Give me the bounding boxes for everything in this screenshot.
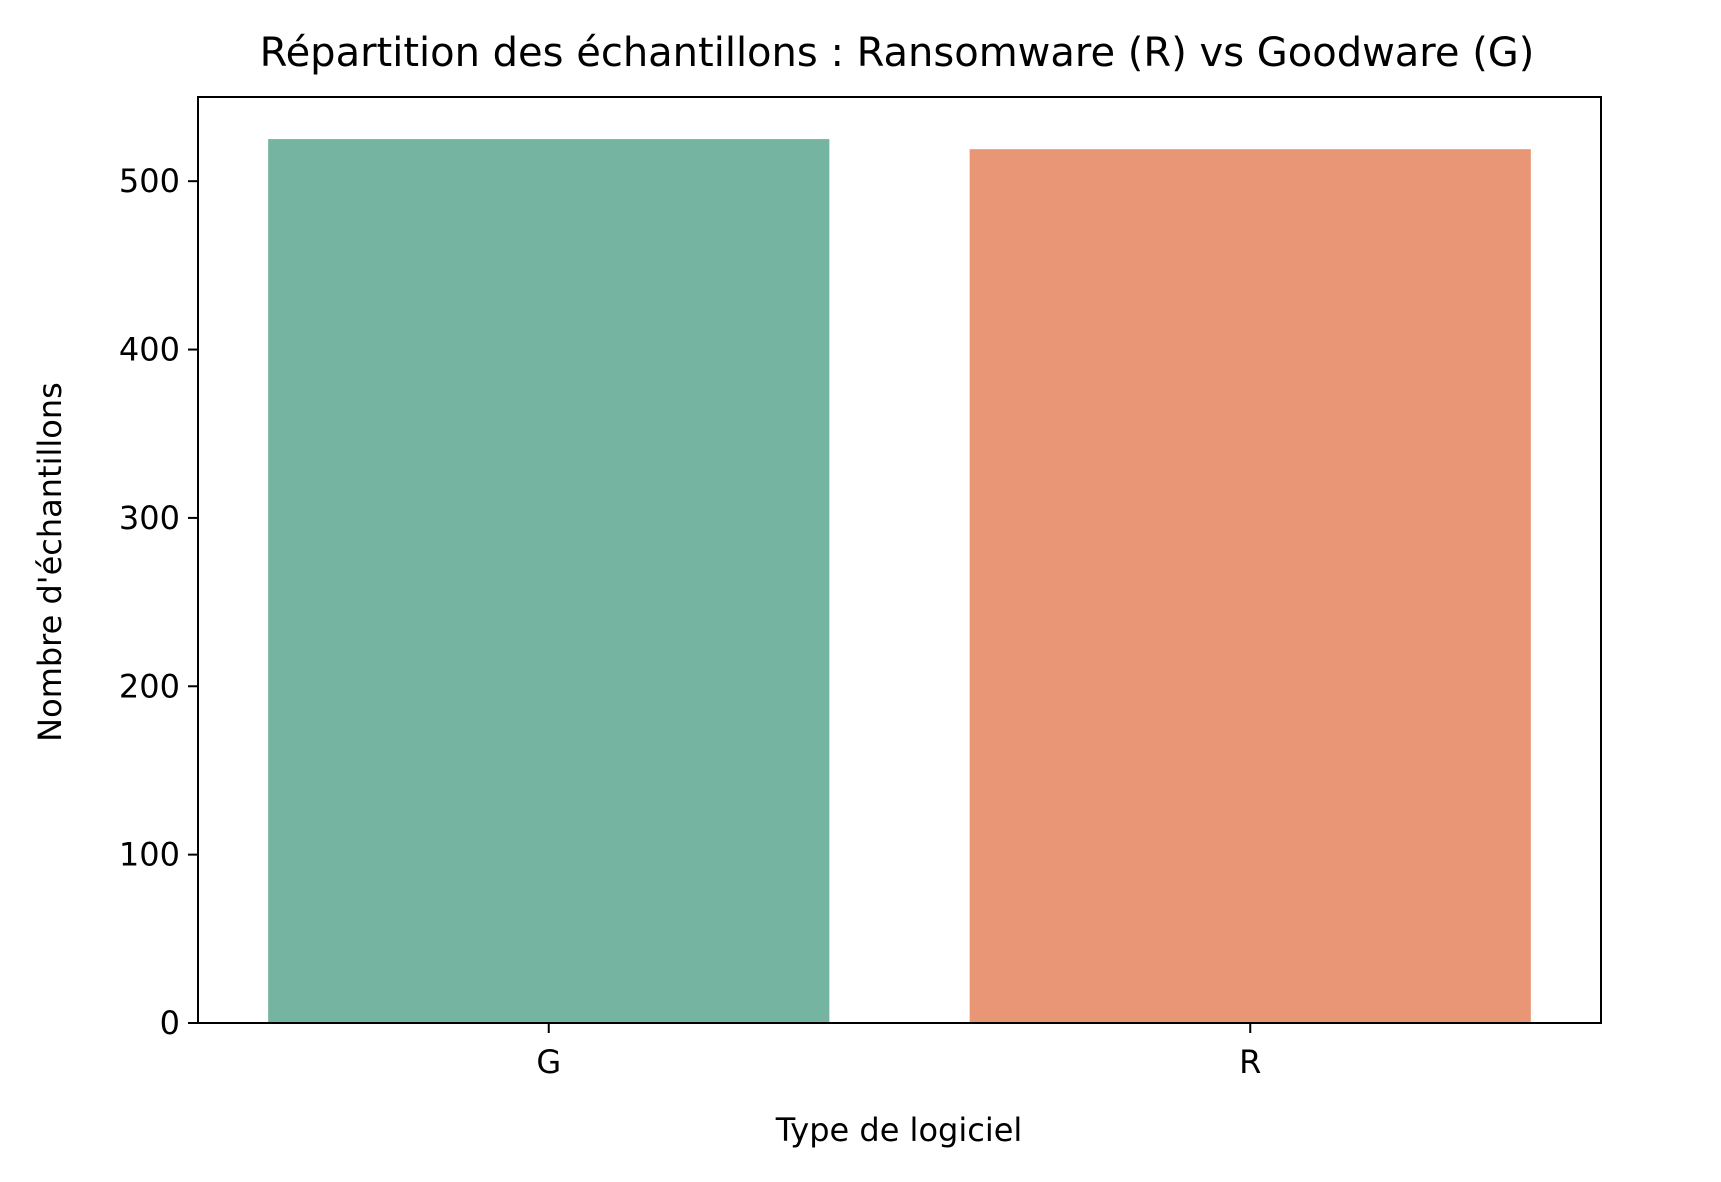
y-tick-label: 200	[119, 667, 180, 705]
chart-title: Répartition des échantillons : Ransomwar…	[260, 30, 1535, 76]
y-tick-label: 0	[160, 1004, 180, 1042]
y-tick-label: 300	[119, 499, 180, 537]
y-tick-label: 100	[119, 836, 180, 874]
plot-frame	[197, 96, 1602, 1024]
x-axis-label: Type de logiciel	[775, 1111, 1023, 1149]
y-tick-label: 400	[119, 331, 180, 369]
y-axis-label-group: Nombre d'échantillons	[31, 382, 69, 742]
bar-R	[969, 149, 1531, 1023]
y-ticks-group: 0 100 200 300 400 500	[119, 162, 198, 1042]
x-tick-label-R: R	[1239, 1043, 1261, 1081]
bar-G	[268, 139, 830, 1023]
y-axis-label: Nombre d'échantillons	[31, 382, 69, 742]
bars-group	[268, 139, 1531, 1023]
x-tick-label-G: G	[536, 1043, 561, 1081]
y-tick-label: 500	[119, 162, 180, 200]
